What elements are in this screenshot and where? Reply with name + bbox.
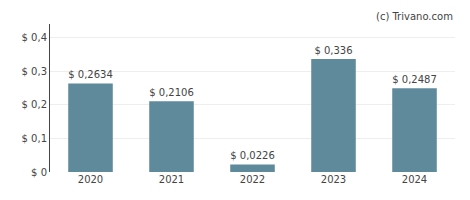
svg-text:$ 0,1: $ 0,1: [22, 133, 47, 144]
svg-text:$ 0,3: $ 0,3: [22, 66, 47, 77]
svg-text:2022: 2022: [240, 174, 265, 185]
svg-text:$ 0: $ 0: [31, 167, 47, 178]
svg-text:$ 0,2: $ 0,2: [22, 99, 47, 110]
svg-text:$ 0,2634: $ 0,2634: [68, 69, 113, 80]
svg-text:$ 0,4: $ 0,4: [22, 32, 47, 43]
svg-text:$ 0,2106: $ 0,2106: [149, 87, 194, 98]
svg-text:$ 0,336: $ 0,336: [314, 45, 352, 56]
svg-text:2020: 2020: [78, 174, 103, 185]
svg-text:$ 0,2487: $ 0,2487: [392, 74, 437, 85]
svg-text:2023: 2023: [321, 174, 346, 185]
svg-text:2021: 2021: [159, 174, 184, 185]
svg-text:(c) Trivano.com: (c) Trivano.com: [376, 11, 453, 22]
svg-text:2024: 2024: [402, 174, 427, 185]
svg-text:$ 0,0226: $ 0,0226: [230, 150, 275, 161]
